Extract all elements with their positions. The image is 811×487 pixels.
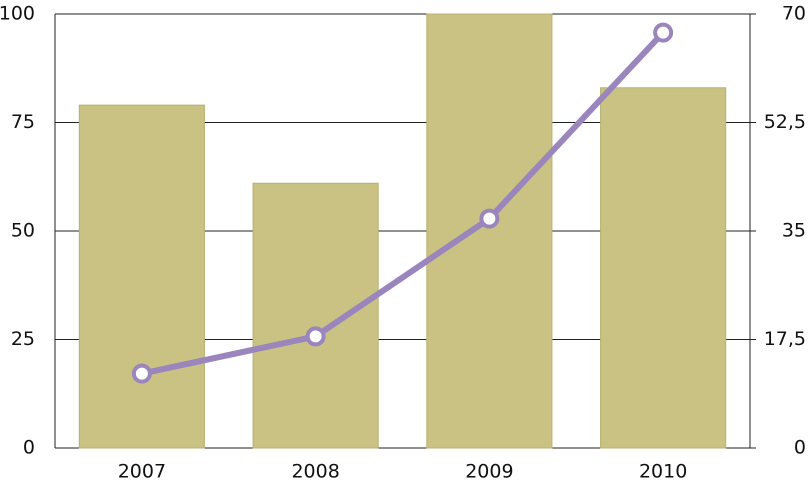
bar bbox=[426, 13, 553, 449]
x-tick-label: 2007 bbox=[118, 461, 166, 483]
bar bbox=[78, 104, 205, 449]
point bbox=[479, 208, 500, 229]
point bbox=[305, 326, 326, 347]
y-tick-label: 25 bbox=[11, 328, 35, 350]
point bbox=[653, 22, 674, 43]
point bbox=[131, 363, 152, 384]
bar bbox=[252, 182, 379, 449]
y2-tick-label: 35 bbox=[782, 220, 806, 242]
y2-tick-label: 17,5 bbox=[764, 328, 806, 350]
y-tick-label: 100 bbox=[0, 3, 35, 25]
line bbox=[141, 30, 666, 377]
y2-tick-label: 70 bbox=[782, 3, 806, 25]
x-tick-label: 2008 bbox=[291, 461, 339, 483]
y2-tick-label: 0 bbox=[794, 437, 806, 459]
x-tick-label: 2010 bbox=[639, 461, 687, 483]
y-tick-label: 0 bbox=[23, 437, 35, 459]
y-tick-label: 50 bbox=[11, 220, 35, 242]
y2-tick-label: 52,5 bbox=[764, 111, 806, 133]
x-tick-label: 2009 bbox=[465, 461, 513, 483]
y-tick-label: 75 bbox=[11, 111, 35, 133]
bar bbox=[600, 87, 727, 449]
